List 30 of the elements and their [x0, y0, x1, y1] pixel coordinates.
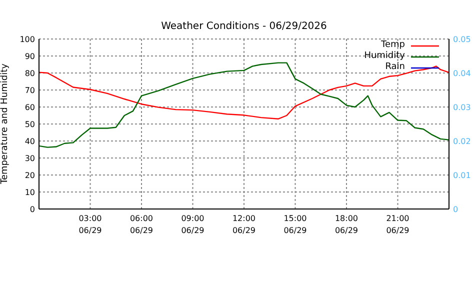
legend-label: Rain: [385, 62, 405, 73]
y-tick-label: 70: [24, 86, 35, 95]
y2-tick-label: 0.04: [453, 68, 471, 78]
y-tick-label: 60: [24, 102, 35, 112]
x-tick-label: 21:00 06/29: [386, 214, 410, 235]
y-tick-label: 90: [24, 52, 35, 61]
y2-tick-label: 0.02: [453, 136, 471, 146]
x-tick-label: 18:00 06/29: [334, 214, 358, 235]
chart-title: Weather Conditions - 06/29/2026: [160, 21, 328, 32]
x-tick-label: 09:00 06/29: [181, 214, 204, 235]
x-tick-label: 15:00 06/29: [284, 214, 307, 235]
y2-tick-label: 0.01: [453, 170, 471, 180]
y2-tick-label: 0: [453, 204, 458, 214]
x-tick-label: 12:00 06/29: [232, 214, 256, 235]
legend-label: Humidity: [364, 51, 405, 62]
y2-tick-label: 0.03: [453, 102, 471, 112]
x-tick-label: 03:00 06/29: [78, 214, 102, 235]
y-tick-label: 100: [20, 34, 35, 44]
y-tick-label: 30: [24, 154, 35, 163]
line-series: [39, 62, 449, 148]
y-tick-label: 40: [24, 136, 35, 146]
y-tick-label: 50: [24, 120, 35, 129]
y-tick-label: 80: [24, 68, 35, 78]
y2-tick-label: 0.05: [453, 34, 471, 44]
x-tick-label: 06:00 06/29: [130, 214, 154, 235]
y-tick-label: 10: [24, 188, 35, 197]
y-tick-label: 0: [30, 204, 35, 214]
y-tick-label: 20: [24, 170, 35, 180]
y-axis-title: Temperature and Humidity: [0, 62, 10, 185]
legend-label: Temp: [381, 40, 405, 51]
